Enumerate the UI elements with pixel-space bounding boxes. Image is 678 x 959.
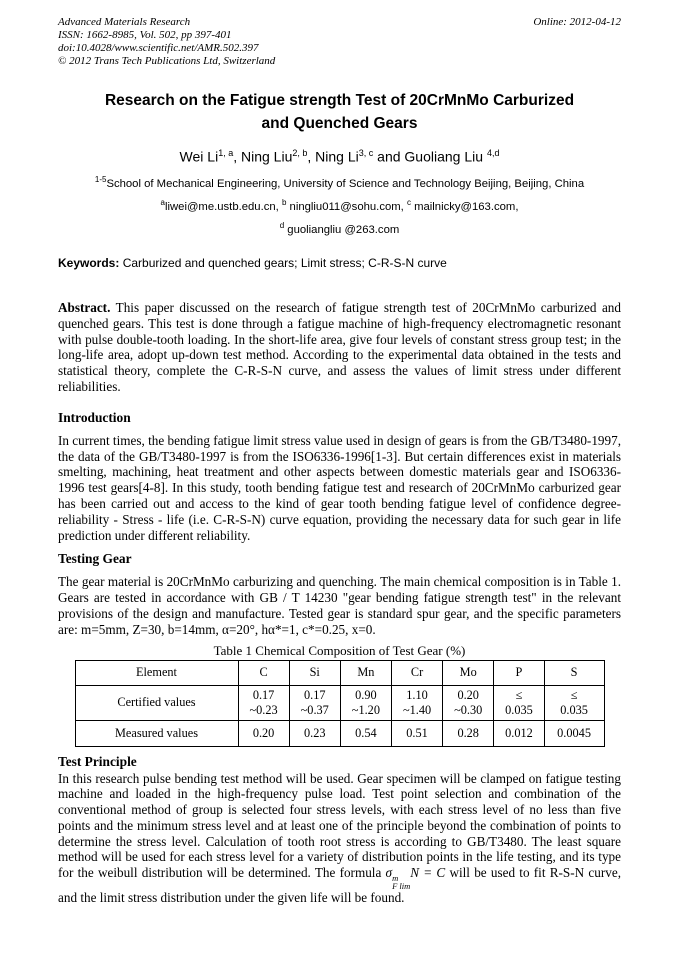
email-superscript: b xyxy=(281,198,287,208)
email-text: liwei@me.ustb.edu.cn, xyxy=(164,201,282,214)
formula-subscript: F lim xyxy=(392,881,411,892)
author-name: Wei Li xyxy=(179,148,219,165)
table-header-cell: Element xyxy=(74,659,239,686)
author-superscript: 1, a xyxy=(218,148,234,158)
cell-line: 0.17 xyxy=(252,687,275,702)
author-name: Guoliang Liu xyxy=(404,148,487,165)
cell-line: ~0.37 xyxy=(300,702,329,717)
row-label: Measured values xyxy=(74,719,239,747)
affiliation-text: School of Mechanical Engineering, Univer… xyxy=(106,177,585,190)
test-principle-text-before: In this research pulse bending test meth… xyxy=(58,770,621,881)
email-text: ningliu011@sohu.com, xyxy=(286,201,407,214)
table-header-cell: Cr xyxy=(390,659,444,686)
formula-superscript: m xyxy=(392,873,399,884)
cell-line: 1.10 xyxy=(406,687,428,702)
formula-equals: = xyxy=(419,865,437,881)
table-header-cell: Mo xyxy=(442,659,495,686)
test-principle-text-after: will be used to fit R-S-N curve, and the… xyxy=(58,865,621,906)
row-label: Certified values xyxy=(74,684,239,721)
cell-line: ~1.20 xyxy=(351,702,380,717)
affiliation-line: 1-5School of Mechanical Engineering, Uni… xyxy=(58,173,621,191)
journal-name: Advanced Materials Research xyxy=(58,16,191,28)
doi-line: doi:10.4028/www.scientific.net/AMR.502.3… xyxy=(58,42,259,54)
table-cell: 0.0045 xyxy=(543,719,605,747)
table-cell: 0.23 xyxy=(288,719,341,747)
table-cell: ≤0.035 xyxy=(493,684,545,721)
table-cell: ≤0.035 xyxy=(543,684,605,721)
abstract-label: Abstract. xyxy=(58,299,111,315)
email-line-2: d guoliangliu @263.com xyxy=(58,219,621,237)
copyright-line: © 2012 Trans Tech Publications Ltd, Swit… xyxy=(58,55,276,67)
table-cell: 0.012 xyxy=(493,719,545,747)
composition-table: Element C Si Mn Cr Mo P S Certified valu… xyxy=(74,659,605,747)
table-header-cell: S xyxy=(543,659,605,686)
introduction-body: In current times, the bending fatigue li… xyxy=(58,432,621,543)
section-heading-introduction: Introduction xyxy=(58,409,131,425)
formula-sigma: σ xyxy=(385,865,393,881)
cell-line: 0.20 xyxy=(457,687,479,702)
author-superscript: 3, c xyxy=(358,148,374,158)
email-line-1: aliwei@me.ustb.edu.cn, b ningliu011@sohu… xyxy=(58,196,621,214)
table-cell: 0.51 xyxy=(390,719,444,747)
cell-line: 0.035 xyxy=(560,702,588,717)
author-separator: , xyxy=(307,148,316,165)
cell-line: ~0.30 xyxy=(454,702,483,717)
table-cell: 0.20 ~0.30 xyxy=(442,684,495,721)
keywords-label: Keywords: xyxy=(58,255,120,270)
table-row-certified: Certified values 0.17 ~0.23 0.17 ~0.37 0.9… xyxy=(74,684,605,721)
formula-variable: N xyxy=(410,865,420,881)
author-superscript: 2, b xyxy=(292,148,308,158)
email-text: mailnicky@163.com, xyxy=(410,201,519,214)
email-superscript: d xyxy=(279,221,285,231)
cell-line: ~1.40 xyxy=(402,702,432,717)
table-cell: 0.54 xyxy=(339,719,392,747)
cell-line: ≤ xyxy=(570,687,578,702)
email-text: guoliangliu @263.com xyxy=(284,223,400,236)
formula-constant: C xyxy=(436,865,446,881)
author-separator: and xyxy=(373,148,405,165)
email-superscript: c xyxy=(406,198,411,208)
table-header-cell: P xyxy=(493,659,545,686)
author-name: Ning Li xyxy=(315,148,359,165)
table-header-cell: C xyxy=(237,659,290,686)
journal-info: Advanced Materials Research ISSN: 1662-8… xyxy=(58,16,275,68)
table-header-row: Element C Si Mn Cr Mo P S xyxy=(74,659,605,686)
keywords-line: Keywords: Carburized and quenched gears;… xyxy=(58,256,621,271)
abstract-paragraph: Abstract. This paper discussed on the re… xyxy=(58,300,621,395)
cell-line: 0.17 xyxy=(303,687,326,702)
cell-line: ≤ xyxy=(515,687,523,702)
email-superscript: a xyxy=(160,198,165,208)
author-name: Ning Liu xyxy=(241,148,293,165)
online-date: Online: 2012-04-12 xyxy=(533,16,621,28)
affiliation-superscript: 1-5 xyxy=(94,174,107,184)
testing-gear-body: The gear material is 20CrMnMo carburizin… xyxy=(58,574,621,637)
table-caption: Table 1 Chemical Composition of Test Gea… xyxy=(213,642,466,658)
section-heading-test-principle: Test Principle xyxy=(58,753,137,769)
test-principle-body: In this research pulse bending test meth… xyxy=(58,771,621,907)
page-header: Advanced Materials Research ISSN: 1662-8… xyxy=(58,16,621,68)
table-cell: 0.90 ~1.20 xyxy=(339,684,392,721)
table-header-cell: Mn xyxy=(339,659,392,686)
authors-line: Wei Li1, a, Ning Liu2, b, Ning Li3, c an… xyxy=(58,144,621,166)
author-separator: , xyxy=(233,148,241,165)
table-cell: 0.20 xyxy=(237,719,290,747)
table-row-measured: Measured values 0.20 0.23 0.54 0.51 0.28… xyxy=(74,719,605,747)
paper-title: Research on the Fatigue strength Test of… xyxy=(104,92,575,132)
table-header-cell: Si xyxy=(288,659,341,686)
table-cell: 1.10 ~1.40 xyxy=(390,684,444,721)
table-cell: 0.17 ~0.23 xyxy=(237,684,290,721)
author-superscript: 4,d xyxy=(486,148,500,158)
cell-line: ~0.23 xyxy=(249,702,278,717)
table-cell: 0.28 xyxy=(442,719,495,747)
cell-line: 0.035 xyxy=(505,702,533,717)
section-heading-testing-gear: Testing Gear xyxy=(58,551,132,567)
cell-line: 0.90 xyxy=(355,687,377,702)
abstract-text: This paper discussed on the research of … xyxy=(58,299,621,394)
keywords-text: Carburized and quenched gears; Limit str… xyxy=(119,255,447,270)
issn-line: ISSN: 1662-8985, Vol. 502, pp 397-401 xyxy=(58,29,232,41)
table-cell: 0.17 ~0.37 xyxy=(288,684,341,721)
